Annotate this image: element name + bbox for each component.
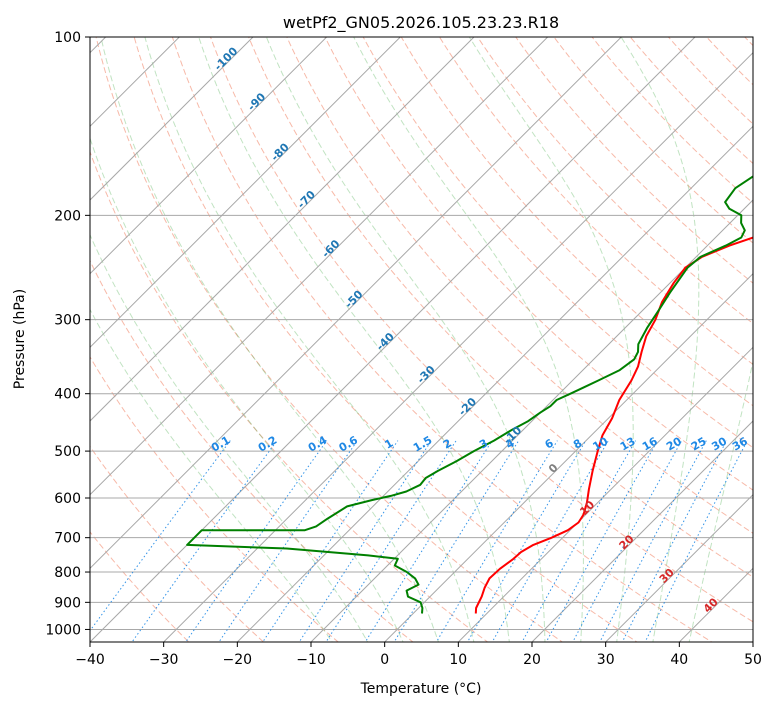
y-tick-label: 100	[54, 30, 81, 46]
isotherm-line	[90, 37, 623, 570]
mixing-ratio-line	[90, 440, 231, 632]
dry-adiabat-line	[591, 37, 753, 204]
dry-adiabat-line	[90, 259, 414, 642]
mixing-ratio-line	[185, 440, 328, 642]
x-tick-label: 20	[523, 652, 541, 668]
mixing-ratio-line	[393, 440, 520, 642]
x-tick-label: −20	[223, 652, 253, 668]
mixing-ratio-line	[298, 440, 432, 642]
isotherm-line	[90, 37, 254, 201]
mixing-ratio-line	[572, 440, 683, 642]
dry-adiabat-line	[324, 37, 753, 491]
dry-adiabats	[90, 37, 753, 642]
x-tick-label: 10	[449, 652, 467, 668]
y-tick-label: 800	[54, 565, 81, 581]
dry-adiabat-line	[438, 37, 753, 366]
mixing-ratio-line	[466, 440, 587, 642]
y-tick-label: 200	[54, 208, 81, 224]
isotherm-line	[90, 37, 402, 349]
y-tick-label: 600	[54, 491, 81, 507]
dry-adiabat-line	[286, 37, 753, 534]
y-tick-label: 700	[54, 531, 81, 547]
dry-adiabat-line	[476, 37, 753, 325]
mixing-ratio-line	[218, 440, 358, 642]
y-tick-label: 1000	[45, 622, 81, 638]
dry-adiabat-line	[90, 150, 489, 642]
dry-adiabat-line	[95, 37, 564, 642]
x-tick-label: 40	[670, 652, 688, 668]
isotherm-line	[604, 493, 753, 642]
dry-adiabat-line	[209, 37, 753, 623]
mixing-ratio-lines	[90, 440, 748, 642]
dry-adiabat-line	[553, 37, 753, 244]
sounding-series	[186, 175, 753, 614]
y-axis-ticks: 100 200 300 400 500 600 700 800 900 1000	[45, 30, 90, 638]
y-tick-label: 400	[54, 387, 81, 403]
isobars	[90, 37, 753, 630]
mixing-ratio-line	[435, 440, 558, 642]
x-axis-label: Temperature (°C)	[360, 681, 482, 697]
mixing-ratio-line	[521, 440, 637, 642]
isotherm-line	[531, 420, 753, 642]
isotherm-line	[310, 199, 753, 642]
dry-adiabat-line	[515, 37, 753, 284]
y-tick-label: 500	[54, 444, 81, 460]
mixing-ratio-line	[545, 440, 659, 642]
y-tick-label: 900	[54, 595, 81, 611]
x-tick-label: 30	[597, 652, 615, 668]
chart-title: wetPf2_GN05.2026.105.23.23.R18	[283, 13, 559, 33]
isotherm-line	[90, 37, 181, 128]
isotherm-line	[457, 346, 753, 642]
isotherm-line	[236, 125, 753, 642]
isotherm-line	[90, 37, 475, 422]
mixing-ratio-line	[599, 440, 707, 642]
dry-adiabat-line	[90, 356, 339, 642]
dry-adiabat-line	[400, 37, 753, 407]
isotherm-line	[90, 37, 696, 642]
x-axis-ticks: −40 −30 −20 −10 0 10 20 30 40 50	[75, 642, 762, 668]
plot-frame	[89, 36, 754, 643]
x-tick-label: 50	[744, 652, 762, 668]
isotherm-line	[90, 37, 328, 275]
dry-adiabat-line	[133, 37, 638, 642]
y-tick-label: 300	[54, 313, 81, 329]
plot-area	[90, 37, 753, 642]
x-tick-label: −40	[75, 652, 105, 668]
x-tick-label: −30	[149, 652, 179, 668]
temperature-line	[474, 236, 753, 614]
dry-adiabat-line	[362, 37, 753, 449]
isotherm-line	[90, 37, 549, 496]
dry-adiabat-line	[248, 37, 753, 578]
dewpoint-line	[186, 175, 753, 614]
mixing-ratio-line	[491, 440, 609, 642]
dry-adiabat-line	[90, 445, 265, 642]
x-tick-label: −10	[296, 652, 326, 668]
isotherm-line	[383, 272, 753, 642]
x-tick-label: 0	[380, 652, 389, 668]
y-axis-label: Pressure (hPa)	[12, 289, 28, 389]
dry-adiabat-line	[171, 37, 713, 642]
